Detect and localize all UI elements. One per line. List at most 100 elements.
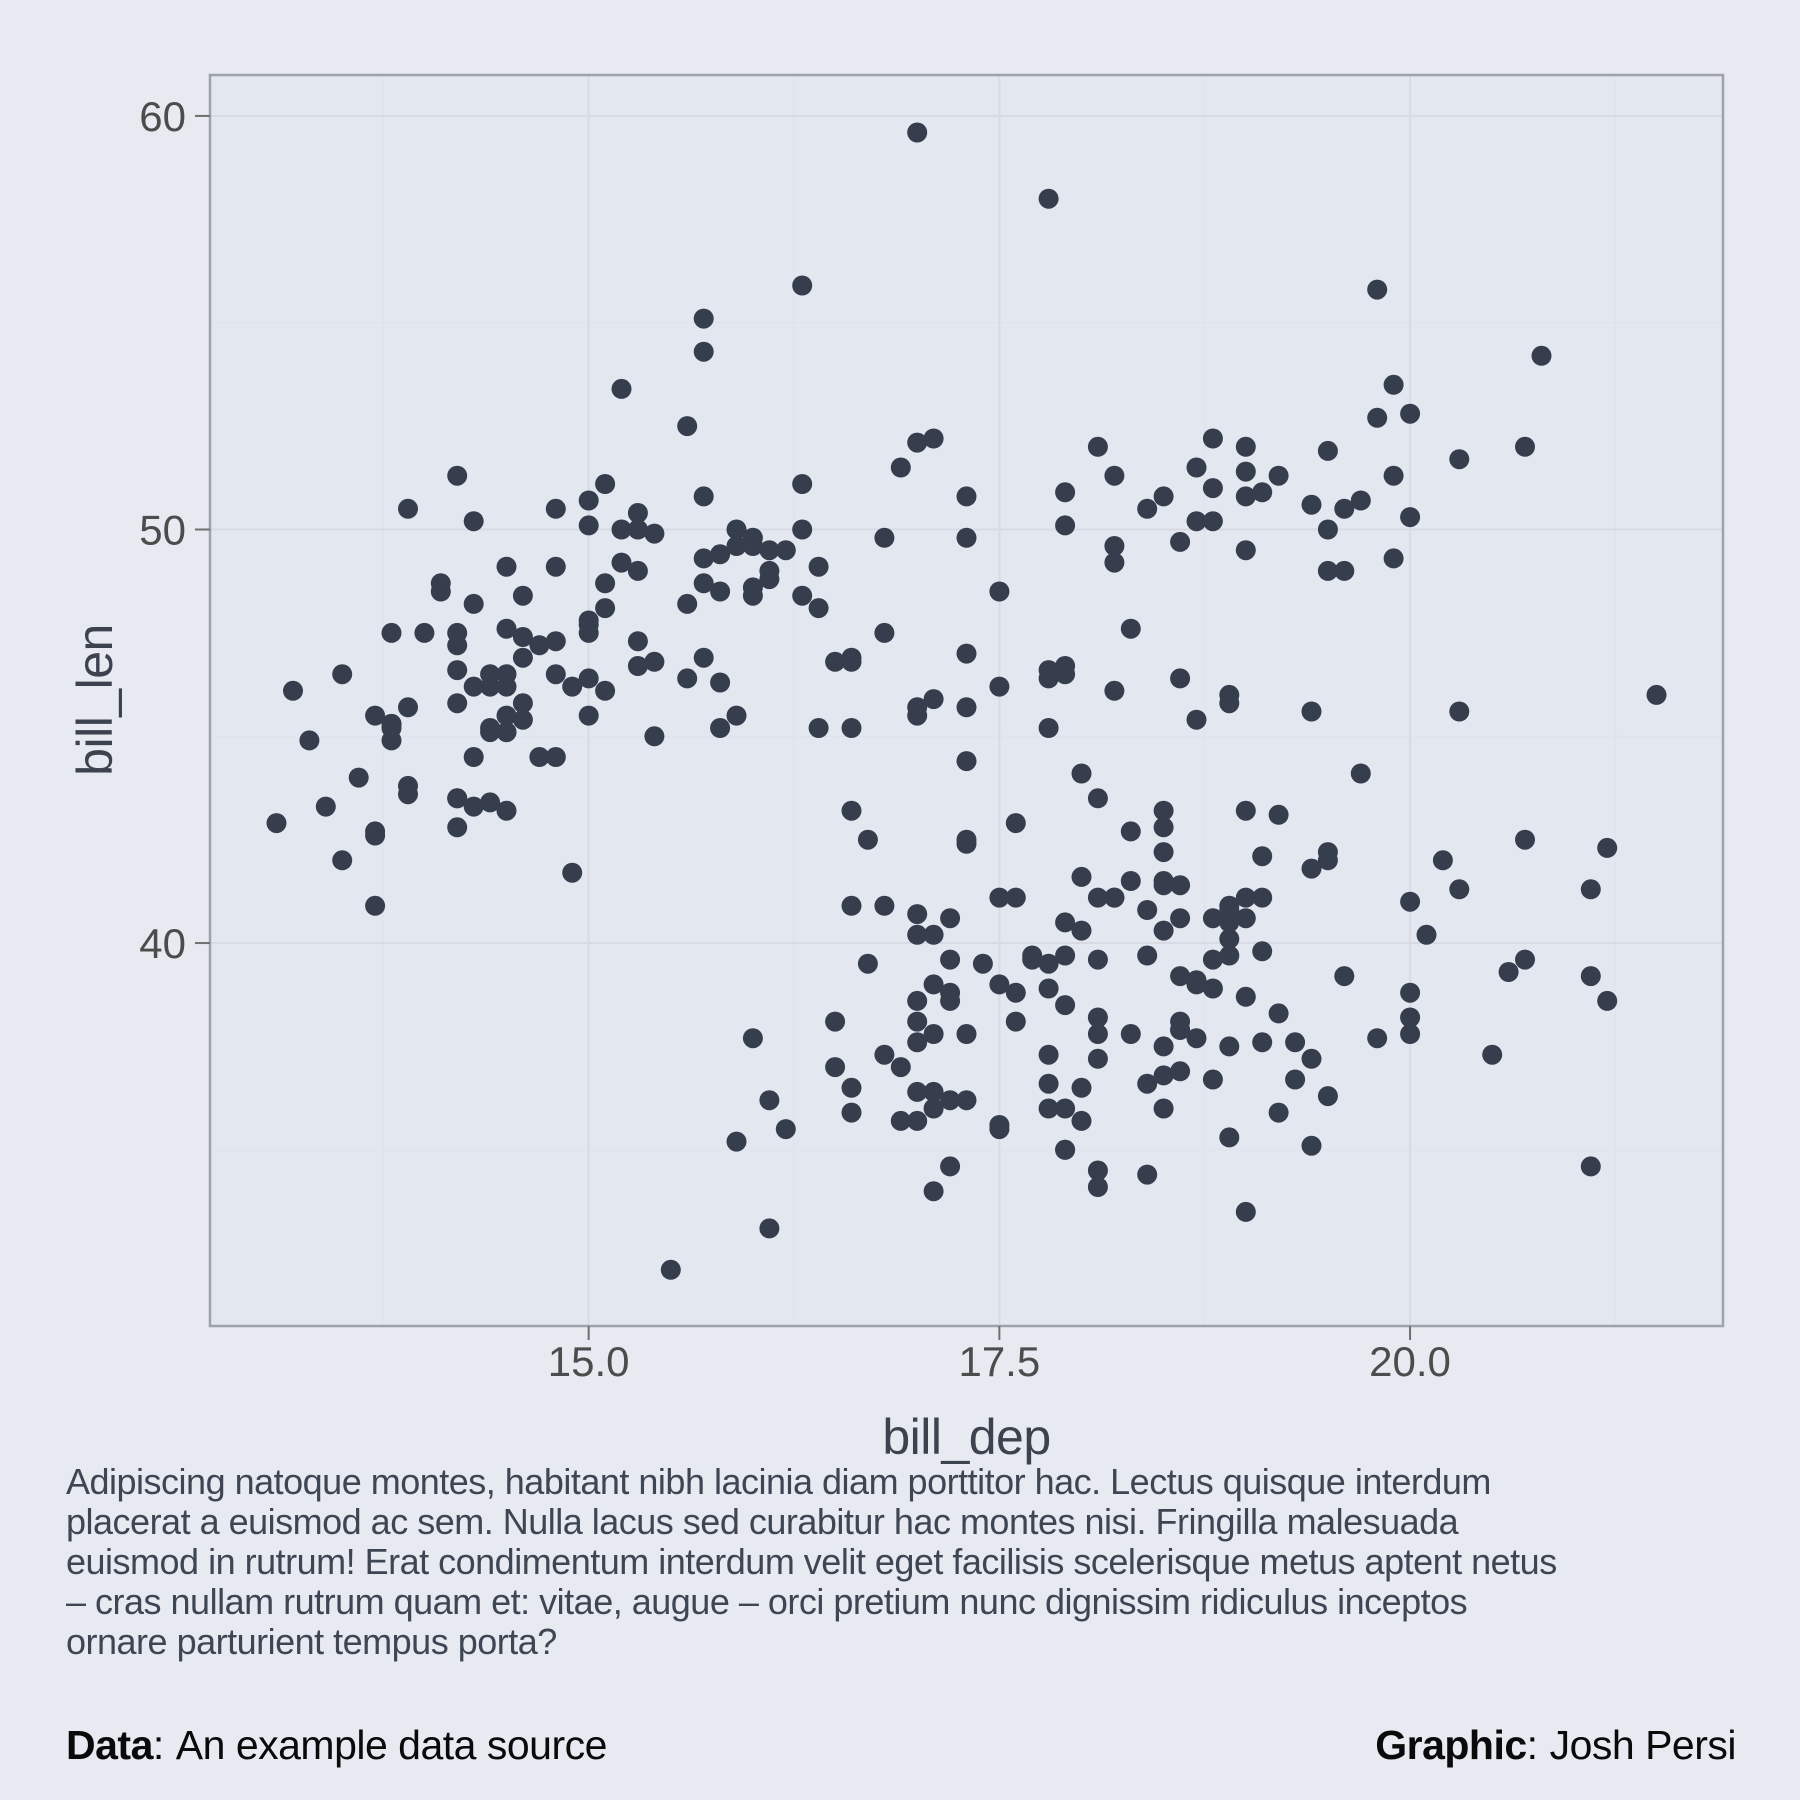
scatter-plot: 15.0 17.5 20.0 40 50 60 bill_len bill_dep [67, 73, 1725, 1465]
data-point [1055, 912, 1076, 933]
data-point [1646, 684, 1667, 705]
data-point [989, 974, 1010, 995]
data-point [627, 503, 648, 523]
data-point [496, 800, 517, 821]
data-point [1235, 908, 1256, 929]
data-point [923, 1081, 944, 1102]
data-point [1104, 680, 1125, 701]
data-point [1071, 866, 1092, 887]
data-point [890, 1057, 911, 1078]
data-point [1235, 800, 1256, 821]
data-point [1334, 966, 1355, 987]
data-point [742, 585, 763, 606]
data-point [857, 829, 878, 850]
data-point [923, 1024, 944, 1044]
data-point [1235, 540, 1256, 561]
data-point [1120, 871, 1141, 891]
data-point [463, 511, 484, 532]
data-point [1400, 891, 1421, 912]
data-point [1153, 486, 1174, 507]
data-point [512, 647, 533, 668]
data-point [1285, 1032, 1306, 1053]
data-point [447, 635, 468, 656]
data-point [578, 515, 599, 536]
data-point [1400, 982, 1421, 1003]
data-point [1186, 709, 1207, 730]
data-point [874, 527, 895, 548]
data-point [1400, 1024, 1421, 1044]
data-point [956, 643, 977, 664]
data-point [1038, 953, 1059, 974]
data-point [923, 924, 944, 945]
data-point [1202, 908, 1223, 929]
data-point [907, 697, 928, 718]
data-point [562, 862, 583, 883]
data-point [1170, 668, 1191, 689]
data-point [923, 1181, 944, 1202]
data-point [956, 1024, 977, 1044]
data-point [677, 668, 698, 689]
data-point [578, 705, 599, 726]
data-point [710, 581, 731, 602]
data-point [1153, 842, 1174, 863]
data-point [1252, 887, 1273, 908]
data-point [972, 953, 993, 974]
data-point [1071, 1077, 1092, 1098]
data-point [1087, 1007, 1108, 1028]
data-point [266, 813, 287, 834]
data-point [1301, 701, 1322, 722]
data-point [1104, 552, 1125, 573]
data-point [792, 585, 813, 606]
data-point [1317, 440, 1338, 461]
data-point [1137, 945, 1158, 966]
data-point [1055, 515, 1076, 536]
data-source-credit: Data: An example data source [66, 1722, 607, 1769]
data-point [1186, 457, 1207, 478]
data-point [529, 635, 550, 656]
data-point [1219, 945, 1240, 966]
chart-canvas: 15.0 17.5 20.0 40 50 60 [139, 73, 1725, 1385]
data-point [463, 676, 484, 697]
data-point [1268, 1003, 1289, 1024]
data-point [726, 536, 747, 556]
data-point [1400, 507, 1421, 528]
data-point [710, 544, 731, 565]
data-point [1038, 668, 1059, 689]
data-point [1055, 482, 1076, 503]
data-point [1219, 1036, 1240, 1057]
data-point [1268, 804, 1289, 825]
data-point [1597, 990, 1618, 1011]
data-point [1186, 1028, 1207, 1049]
data-point [677, 593, 698, 614]
data-point [512, 585, 533, 606]
data-point [1301, 494, 1322, 515]
data-point [940, 1090, 961, 1111]
graphic-credit-value: Josh Persi [1549, 1722, 1737, 1768]
data-point [825, 1057, 846, 1078]
data-point [595, 680, 616, 701]
data-point [1087, 788, 1108, 809]
data-point [1202, 428, 1223, 449]
data-point [1252, 482, 1273, 503]
data-point [463, 593, 484, 614]
data-point [545, 747, 566, 767]
data-point [1597, 837, 1618, 858]
data-point [1449, 879, 1470, 900]
data-point [825, 651, 846, 672]
major-gridlines [210, 75, 1723, 1326]
data-point [907, 122, 928, 143]
data-point [398, 697, 418, 718]
data-point [1120, 1024, 1141, 1044]
data-point [627, 519, 648, 540]
data-point [1087, 1160, 1108, 1181]
data-point [1400, 403, 1421, 424]
data-point [1005, 813, 1026, 834]
data-point [956, 697, 977, 718]
data-point [1580, 1156, 1601, 1177]
data-point [1268, 465, 1289, 486]
data-point [1005, 982, 1026, 1003]
data-point [611, 519, 632, 540]
data-point [283, 680, 303, 701]
data-point [923, 1098, 944, 1119]
graphic-credit-separator: : [1526, 1722, 1538, 1768]
